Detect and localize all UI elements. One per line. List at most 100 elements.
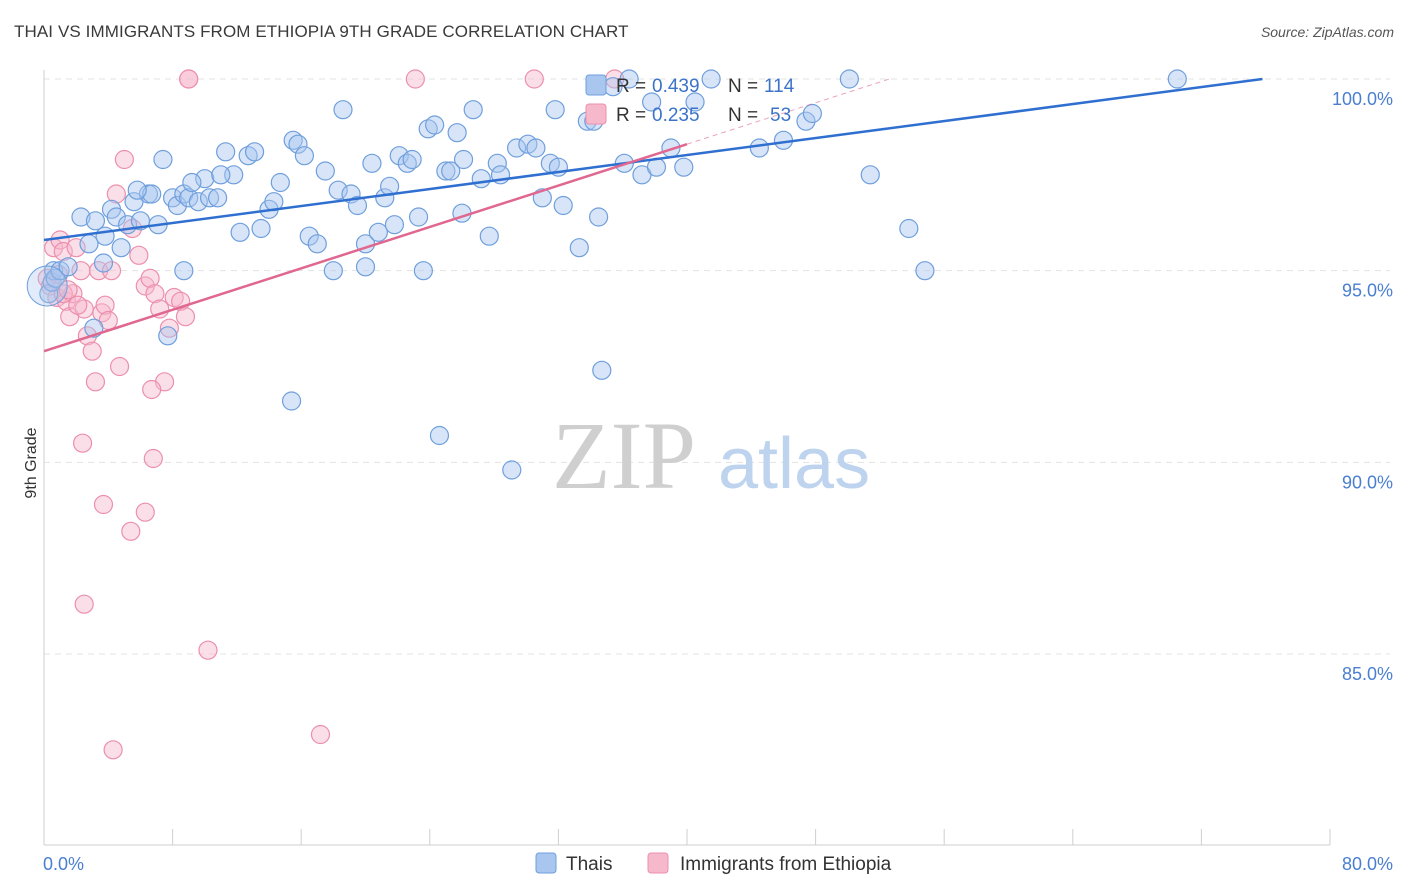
data-point	[244, 142, 265, 162]
trendline-thais	[43, 77, 1263, 242]
data-point	[333, 100, 353, 120]
data-point	[307, 234, 327, 254]
data-point	[127, 180, 147, 200]
legend-r-label-thais: R =	[616, 76, 646, 97]
correlation-legend: R = 0.439 N = 114 R = 0.235 N = 53	[585, 74, 795, 126]
data-point	[159, 318, 179, 338]
data-point	[323, 261, 343, 281]
data-point	[355, 257, 376, 277]
chart-source: Source: ZipAtlas.com	[1260, 24, 1394, 40]
data-point	[182, 172, 202, 193]
data-point	[58, 257, 78, 277]
y-tick-label: 90.0%	[1342, 472, 1393, 492]
legend-r-value-thais: 0.439	[652, 76, 700, 97]
data-point	[1167, 69, 1187, 89]
data-point	[524, 69, 544, 89]
data-point	[68, 295, 88, 315]
data-point	[121, 521, 141, 541]
data-point	[463, 100, 483, 120]
bottom-legend-swatch-ethiopia	[647, 852, 669, 874]
data-point-cluster	[26, 265, 68, 307]
data-point	[453, 149, 474, 170]
data-point	[413, 261, 433, 281]
data-point	[230, 222, 250, 242]
data-point	[405, 69, 425, 89]
data-point	[299, 226, 319, 246]
series-legend: Thais Immigrants from Ethiopia	[535, 852, 892, 875]
data-point	[384, 215, 405, 235]
data-point	[429, 425, 450, 446]
legend-n-label-ethiopia: N =	[728, 105, 758, 126]
data-point	[471, 169, 491, 189]
data-point	[362, 153, 382, 173]
y-tick-labels: 85.0% 90.0% 95.0% 100.0%	[1332, 89, 1393, 684]
data-point	[179, 188, 199, 208]
data-point	[174, 261, 194, 281]
data-point	[79, 234, 99, 254]
data-point	[281, 391, 302, 411]
data-point	[310, 724, 331, 745]
data-point	[899, 218, 919, 239]
data-point	[198, 640, 218, 660]
data-point	[270, 172, 290, 193]
data-point	[135, 502, 155, 522]
bottom-legend-swatch-thais	[535, 852, 557, 874]
data-point	[839, 69, 859, 89]
data-point	[103, 740, 123, 760]
data-point	[129, 245, 149, 265]
data-point	[109, 356, 130, 377]
watermark-atlas: atlas	[718, 424, 870, 504]
legend-n-value-thais: 114	[764, 76, 795, 97]
data-point	[142, 379, 162, 400]
data-point	[402, 149, 422, 170]
data-point	[153, 149, 173, 170]
data-point	[85, 372, 106, 392]
data-point	[315, 161, 335, 181]
data-point	[58, 280, 78, 300]
data-point	[167, 195, 188, 216]
data-point	[592, 360, 612, 380]
data-point	[749, 138, 769, 158]
data-point	[140, 268, 160, 288]
data-point	[507, 138, 527, 158]
data-point	[179, 69, 199, 89]
data-point	[569, 238, 589, 258]
data-point	[95, 295, 115, 315]
data-point	[93, 494, 114, 515]
data-point	[487, 153, 507, 173]
data-point	[251, 218, 271, 239]
x-tick-label: 80.0%	[1342, 854, 1393, 874]
data-point	[101, 261, 122, 281]
thais-points	[26, 69, 1187, 480]
data-point	[71, 207, 91, 227]
axes	[43, 70, 1331, 846]
data-point	[441, 161, 461, 181]
data-point	[408, 207, 429, 227]
data-point	[802, 103, 822, 124]
data-point	[93, 253, 114, 273]
data-point	[860, 165, 880, 185]
data-point	[66, 238, 86, 258]
data-point	[142, 184, 162, 204]
y-tick-label: 100.0%	[1332, 89, 1393, 109]
data-point	[619, 69, 639, 89]
chart-title: THAI VS IMMIGRANTS FROM ETHIOPIA 9TH GRA…	[14, 22, 629, 41]
data-point	[642, 92, 662, 112]
data-point	[82, 341, 102, 361]
data-point	[111, 238, 131, 258]
legend-swatch-ethiopia	[585, 103, 607, 125]
data-point	[674, 157, 694, 177]
data-point	[796, 111, 816, 131]
legend-swatch-thais	[585, 74, 607, 96]
data-point	[195, 169, 215, 189]
gridlines	[44, 78, 1390, 655]
data-point	[328, 180, 348, 200]
data-point	[685, 92, 705, 112]
data-point	[106, 207, 126, 227]
data-point	[436, 161, 456, 181]
data-point	[545, 100, 565, 120]
data-point	[288, 134, 308, 154]
data-point	[588, 207, 609, 227]
y-tick-label: 95.0%	[1342, 281, 1393, 301]
